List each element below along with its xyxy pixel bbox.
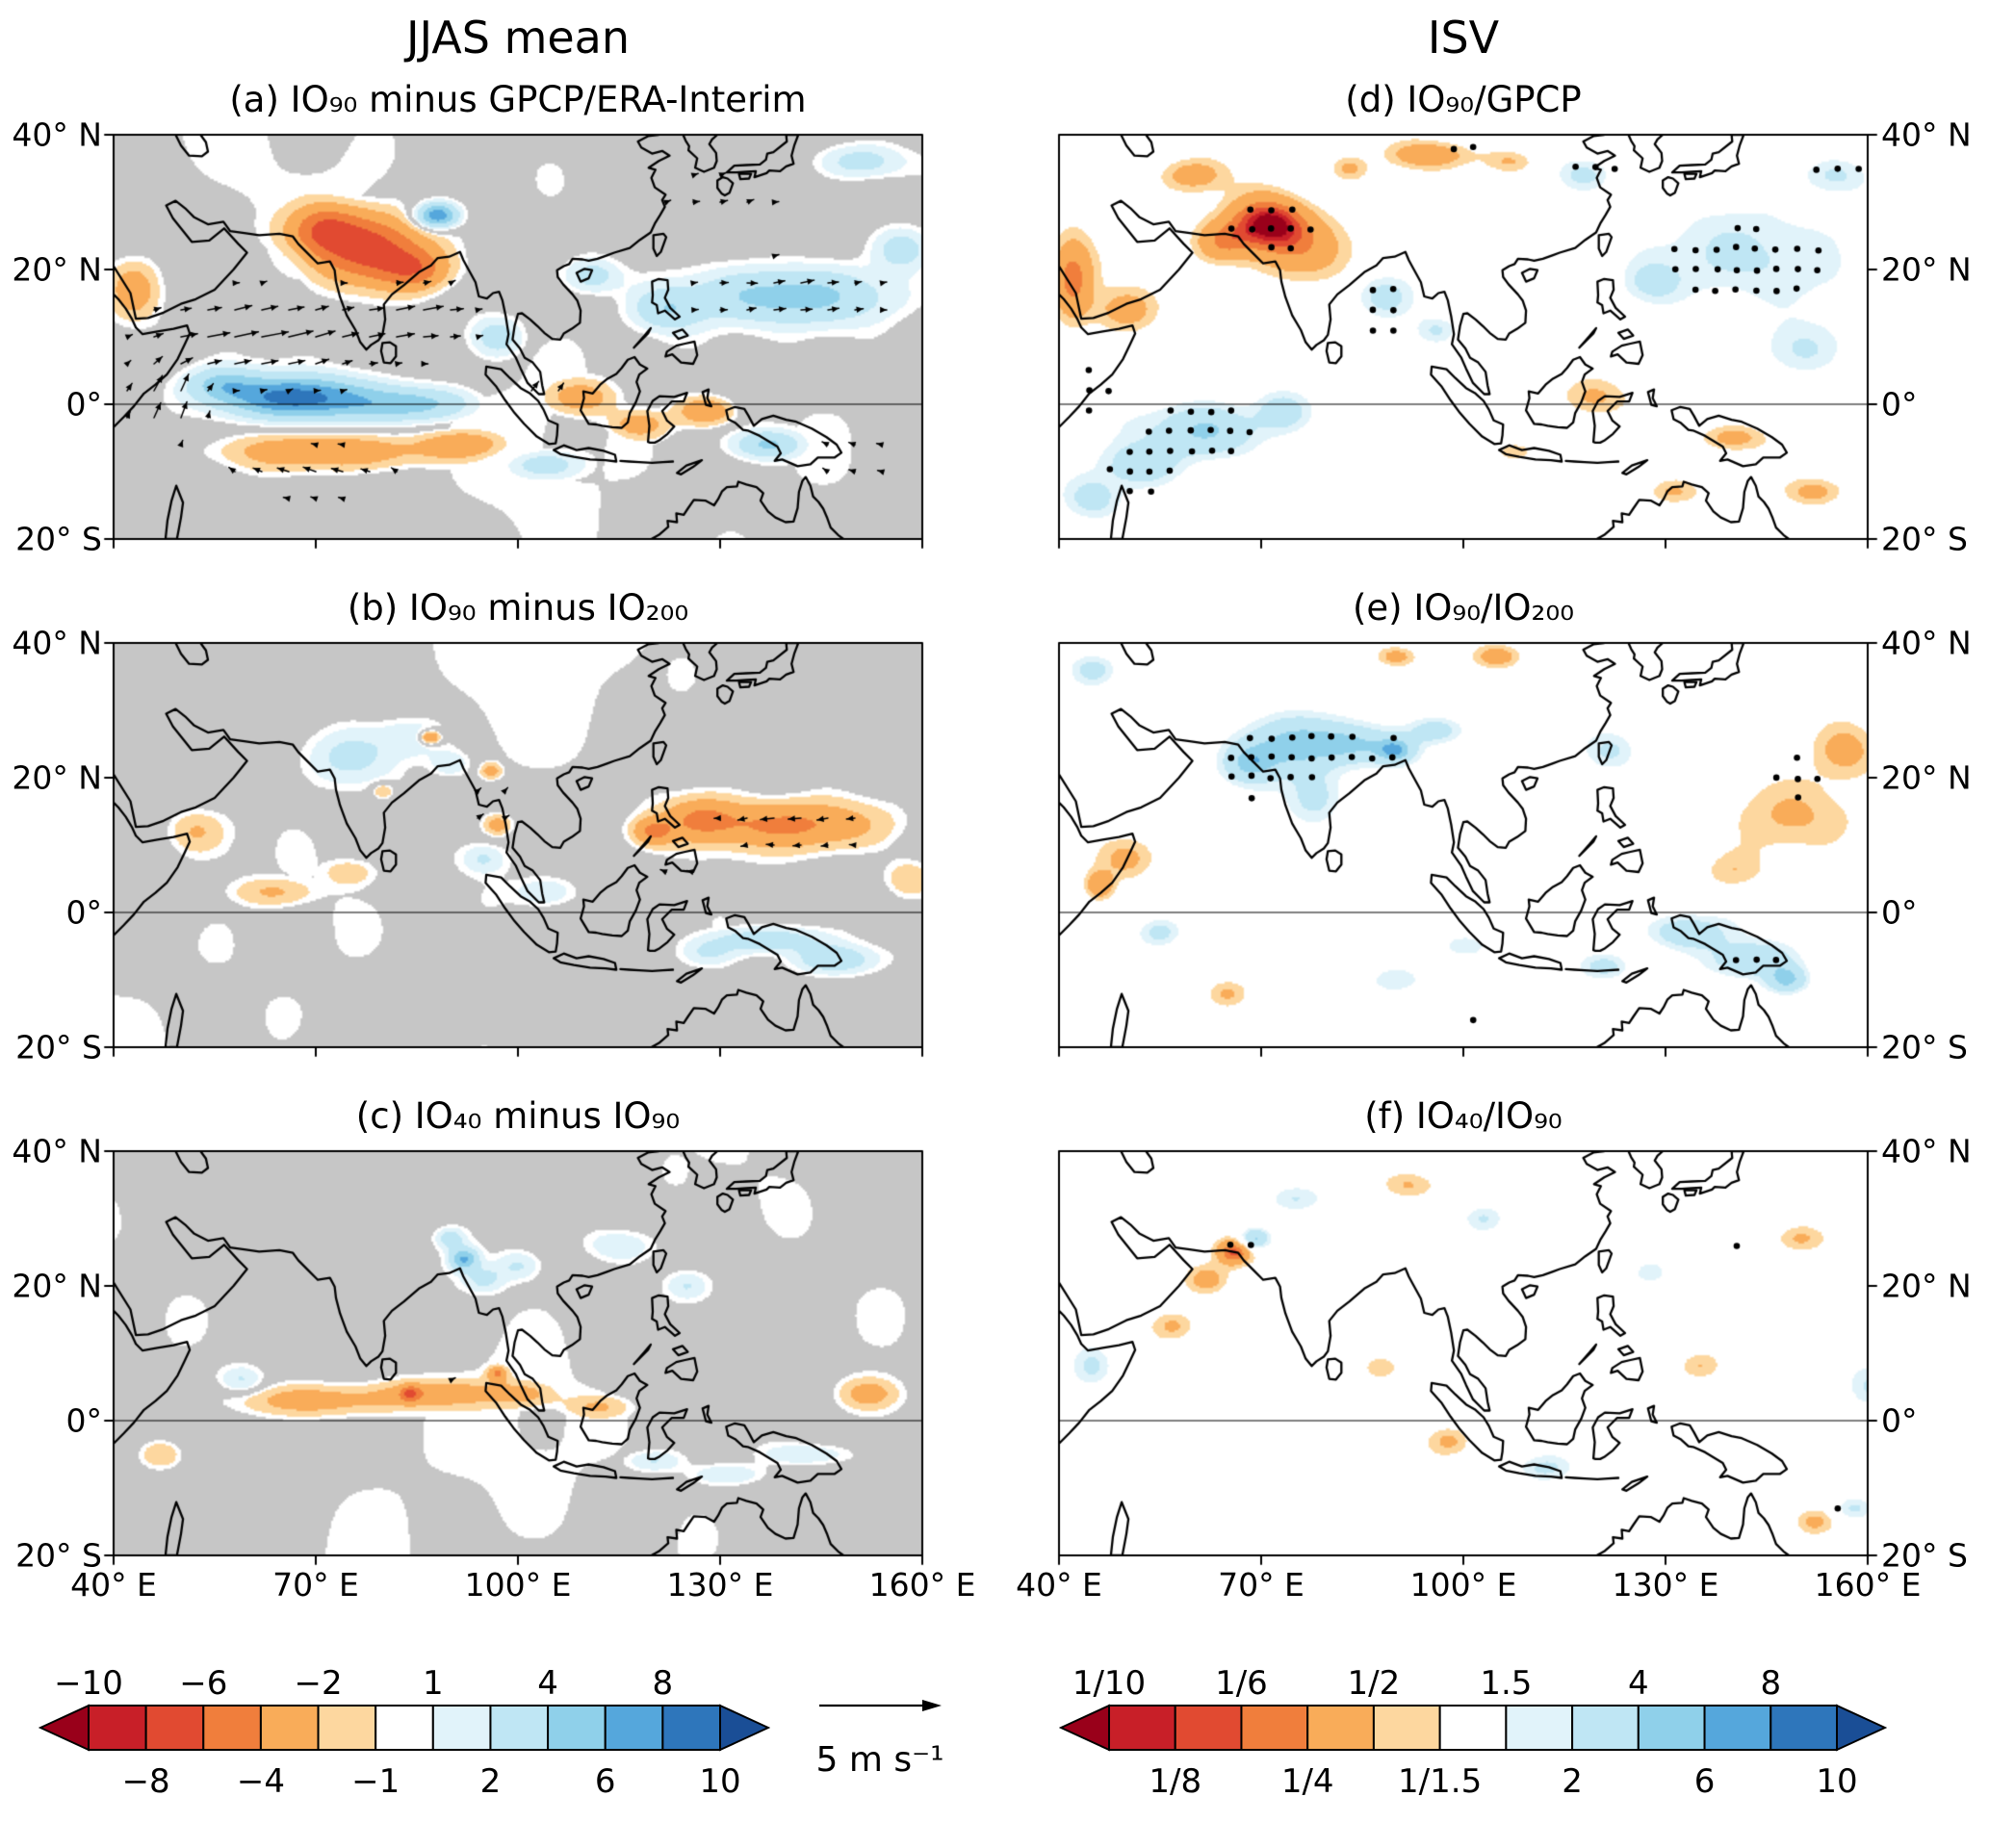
lat-tick-label-right-row2: 20° N (1881, 1267, 1972, 1305)
panel-title-e: (e) IO₉₀/IO₂₀₀ (1352, 587, 1575, 629)
panel-title-b: (b) IO₉₀ minus IO₂₀₀ (347, 587, 689, 629)
panel-title-c: (c) IO₄₀ minus IO₉₀ (355, 1095, 681, 1137)
lat-tick-label-right-row2: 40° N (1881, 1132, 1972, 1170)
lat-tick-label-right-row2: 0° (1881, 1401, 1918, 1440)
svg-text:−6: −6 (179, 1664, 227, 1703)
map-panel-e (1047, 631, 1879, 1059)
lat-tick-label-right-row0: 20° N (1881, 250, 1972, 289)
svg-text:1: 1 (423, 1664, 444, 1703)
lat-tick-label-left-row0: 20° S (15, 520, 102, 558)
svg-text:10: 10 (1816, 1762, 1857, 1801)
vector-legend-label: 5 m s⁻¹ (815, 1740, 943, 1780)
svg-text:−2: −2 (294, 1664, 342, 1703)
panel-title-f: (f) IO₄₀/IO₉₀ (1364, 1095, 1563, 1137)
svg-text:1/2: 1/2 (1348, 1664, 1401, 1703)
lon-tick-label-left: 160° E (868, 1566, 976, 1604)
svg-text:8: 8 (1760, 1664, 1781, 1703)
lat-tick-label-left-row1: 0° (65, 893, 103, 932)
lon-tick-label-right: 70° E (1218, 1566, 1304, 1604)
lon-tick-label-right: 40° E (1016, 1566, 1102, 1604)
overlay-canvas-c (102, 1140, 934, 1567)
lat-tick-label-right-row0: 0° (1881, 385, 1918, 424)
map-panel-b (102, 631, 934, 1059)
lat-tick-label-right-row0: 20° S (1881, 520, 1968, 558)
lat-tick-label-right-row1: 0° (1881, 893, 1918, 932)
panel-title-d: (d) IO₉₀/GPCP (1345, 79, 1582, 120)
colorbar-isv-ratio: 1/10 1/6 1/2 1.5 4 8 1/8 1/4 1/1.5 2 6 10 (1058, 1657, 1888, 1815)
lon-tick-label-right: 100° E (1409, 1566, 1517, 1604)
overlay-canvas-f (1047, 1140, 1879, 1567)
wind-vector-legend: 5 m s⁻¹ (776, 1657, 1026, 1815)
svg-text:4: 4 (537, 1664, 558, 1703)
lat-tick-label-left-row2: 20° S (15, 1536, 102, 1575)
lat-tick-label-left-row2: 20° N (12, 1267, 102, 1305)
panel-title-a: (a) IO₉₀ minus GPCP/ERA-Interim (229, 79, 807, 120)
lon-tick-label-left: 40° E (70, 1566, 157, 1604)
lat-tick-label-left-row1: 20° N (12, 758, 102, 797)
svg-text:1/10: 1/10 (1072, 1664, 1146, 1703)
colorbar-jjas-mean: −10 −6 −2 1 4 8 −8 −4 −1 2 6 10 (38, 1657, 771, 1815)
lon-tick-label-left: 130° E (666, 1566, 774, 1604)
overlay-canvas-b (102, 631, 934, 1059)
svg-text:−10: −10 (54, 1664, 123, 1703)
map-panel-a (102, 123, 934, 551)
overlay-canvas-e (1047, 631, 1879, 1059)
svg-text:8: 8 (653, 1664, 674, 1703)
lat-tick-label-left-row0: 20° N (12, 250, 102, 289)
overlay-canvas-a (102, 123, 934, 551)
lat-tick-label-right-row1: 20° N (1881, 758, 1972, 797)
svg-text:4: 4 (1628, 1664, 1649, 1703)
svg-text:1/6: 1/6 (1215, 1664, 1268, 1703)
lat-tick-label-left-row0: 40° N (12, 116, 102, 154)
column-title-isv: ISV (1427, 12, 1500, 64)
svg-text:−8: −8 (122, 1762, 170, 1801)
map-panel-f (1047, 1140, 1879, 1567)
svg-text:10: 10 (699, 1762, 740, 1801)
lon-tick-label-left: 70° E (272, 1566, 359, 1604)
map-panel-c (102, 1140, 934, 1567)
lon-tick-label-left: 100° E (464, 1566, 572, 1604)
lat-tick-label-left-row0: 0° (65, 385, 103, 424)
lat-tick-label-right-row0: 40° N (1881, 116, 1972, 154)
lat-tick-label-left-row1: 40° N (12, 624, 102, 662)
lat-tick-label-left-row1: 20° S (15, 1028, 102, 1066)
lat-tick-label-right-row1: 40° N (1881, 624, 1972, 662)
svg-text:1/8: 1/8 (1149, 1762, 1201, 1801)
svg-text:−4: −4 (237, 1762, 285, 1801)
svg-text:2: 2 (1562, 1762, 1583, 1801)
svg-text:2: 2 (480, 1762, 502, 1801)
lon-tick-label-right: 160° E (1814, 1566, 1922, 1604)
svg-text:−1: −1 (351, 1762, 400, 1801)
svg-text:6: 6 (595, 1762, 616, 1801)
lon-tick-label-right: 130° E (1612, 1566, 1719, 1604)
column-title-jjas-mean: JJAS mean (405, 12, 631, 64)
overlay-canvas-d (1047, 123, 1879, 551)
lat-tick-label-right-row1: 20° S (1881, 1028, 1968, 1066)
svg-text:6: 6 (1694, 1762, 1716, 1801)
lat-tick-label-left-row2: 40° N (12, 1132, 102, 1170)
lat-tick-label-left-row2: 0° (65, 1401, 103, 1440)
lat-tick-label-right-row2: 20° S (1881, 1536, 1968, 1575)
svg-text:1/1.5: 1/1.5 (1398, 1762, 1482, 1801)
svg-text:1.5: 1.5 (1480, 1664, 1532, 1703)
svg-text:1/4: 1/4 (1281, 1762, 1334, 1801)
map-panel-d (1047, 123, 1879, 551)
